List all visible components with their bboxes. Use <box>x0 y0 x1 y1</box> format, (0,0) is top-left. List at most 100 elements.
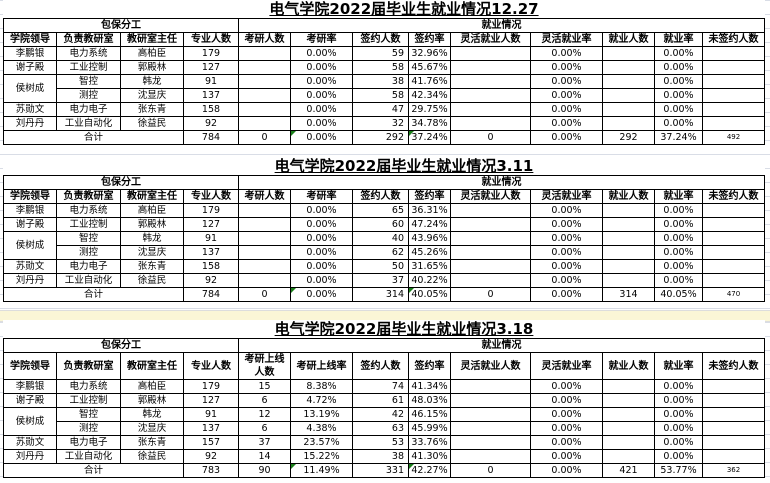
total-value[interactable]: 0.00% <box>530 130 603 145</box>
cell-value[interactable]: 37 <box>238 435 291 450</box>
cell-value[interactable] <box>702 116 765 131</box>
cell-value[interactable]: 127 <box>183 60 239 75</box>
cell-value[interactable]: 0.00% <box>290 46 353 61</box>
cell-leader[interactable]: 苏勋文 <box>3 435 57 450</box>
column-header[interactable]: 签约率 <box>408 32 451 47</box>
cell-value[interactable] <box>450 46 531 61</box>
cell-value[interactable]: 0.00% <box>290 217 353 232</box>
cell-value[interactable]: 0.00% <box>654 435 703 450</box>
cell-value[interactable] <box>602 273 655 288</box>
column-header[interactable]: 学院领导 <box>3 32 57 47</box>
cell-director[interactable]: 沈显庆 <box>120 245 184 260</box>
cell-value[interactable]: 0.00% <box>290 203 353 218</box>
cell-value[interactable] <box>450 74 531 89</box>
total-value[interactable]: 314 <box>602 287 655 302</box>
cell-value[interactable]: 32.96% <box>408 46 451 61</box>
cell-value[interactable]: 0.00% <box>530 449 603 464</box>
cell-value[interactable] <box>450 231 531 246</box>
cell-value[interactable]: 0.00% <box>290 74 353 89</box>
cell-value[interactable]: 0.00% <box>290 231 353 246</box>
cell-value[interactable]: 45.26% <box>408 245 451 260</box>
cell-office[interactable]: 电力电子 <box>56 435 121 450</box>
total-value[interactable]: 0.00% <box>290 287 353 302</box>
cell-leader[interactable]: 谢子殿 <box>3 393 57 408</box>
cell-value[interactable]: 137 <box>183 421 239 436</box>
cell-director[interactable]: 韩龙 <box>120 407 184 422</box>
column-header[interactable]: 教研室主任 <box>120 352 184 380</box>
total-value[interactable]: 0 <box>450 463 531 478</box>
cell-value[interactable]: 42 <box>352 407 409 422</box>
cell-value[interactable]: 179 <box>183 379 239 394</box>
cell-value[interactable] <box>602 102 655 117</box>
cell-office[interactable]: 智控 <box>56 74 121 89</box>
cell-value[interactable] <box>238 46 291 61</box>
cell-value[interactable]: 42.34% <box>408 88 451 103</box>
cell-value[interactable]: 63 <box>352 421 409 436</box>
cell-value[interactable] <box>702 273 765 288</box>
total-value[interactable]: 40.05% <box>654 287 703 302</box>
total-value[interactable]: 0.00% <box>530 287 603 302</box>
cell-value[interactable]: 0.00% <box>290 273 353 288</box>
cell-value[interactable]: 0.00% <box>530 60 603 75</box>
cell-value[interactable] <box>602 46 655 61</box>
total-label[interactable]: 合计 <box>3 463 184 478</box>
cell-director[interactable]: 高柏臣 <box>120 46 184 61</box>
cell-value[interactable]: 0.00% <box>530 245 603 260</box>
cell-value[interactable] <box>602 435 655 450</box>
total-value[interactable]: 0 <box>450 287 531 302</box>
cell-office[interactable]: 测控 <box>56 421 121 436</box>
total-value[interactable]: 40.05% <box>408 287 451 302</box>
cell-value[interactable]: 0.00% <box>530 102 603 117</box>
cell-value[interactable]: 0.00% <box>654 379 703 394</box>
cell-value[interactable]: 47.24% <box>408 217 451 232</box>
cell-value[interactable]: 13.19% <box>290 407 353 422</box>
column-header[interactable]: 考研人数 <box>238 189 291 204</box>
cell-value[interactable]: 0.00% <box>654 449 703 464</box>
cell-value[interactable] <box>450 217 531 232</box>
cell-leader[interactable]: 侯树成 <box>3 74 57 103</box>
cell-value[interactable] <box>702 46 765 61</box>
cell-value[interactable]: 0.00% <box>290 259 353 274</box>
cell-value[interactable] <box>450 203 531 218</box>
cell-value[interactable] <box>702 74 765 89</box>
cell-value[interactable]: 6 <box>238 421 291 436</box>
cell-value[interactable]: 127 <box>183 393 239 408</box>
cell-value[interactable]: 179 <box>183 203 239 218</box>
cell-value[interactable]: 92 <box>183 116 239 131</box>
cell-value[interactable]: 0.00% <box>530 203 603 218</box>
cell-value[interactable]: 91 <box>183 74 239 89</box>
cell-value[interactable]: 0.00% <box>654 259 703 274</box>
cell-leader[interactable]: 李鹏银 <box>3 379 57 394</box>
cell-value[interactable] <box>602 259 655 274</box>
cell-value[interactable] <box>238 245 291 260</box>
cell-value[interactable]: 33.76% <box>408 435 451 450</box>
cell-value[interactable] <box>702 60 765 75</box>
total-value[interactable]: 470 <box>702 287 765 302</box>
cell-value[interactable]: 60 <box>352 217 409 232</box>
total-value[interactable]: 0.00% <box>530 463 603 478</box>
column-header[interactable]: 灵活就业率 <box>530 352 603 380</box>
group-header-employment[interactable]: 就业情况 <box>238 338 765 353</box>
column-header[interactable]: 就业率 <box>654 32 703 47</box>
cell-value[interactable]: 62 <box>352 245 409 260</box>
cell-value[interactable] <box>702 245 765 260</box>
column-header[interactable]: 学院领导 <box>3 352 57 380</box>
cell-value[interactable] <box>450 102 531 117</box>
column-header[interactable]: 签约率 <box>408 189 451 204</box>
cell-value[interactable]: 0.00% <box>530 88 603 103</box>
cell-value[interactable]: 4.72% <box>290 393 353 408</box>
cell-value[interactable]: 53 <box>352 435 409 450</box>
cell-value[interactable]: 0.00% <box>530 421 603 436</box>
cell-value[interactable]: 0.00% <box>530 435 603 450</box>
cell-director[interactable]: 徐益民 <box>120 273 184 288</box>
cell-value[interactable]: 0.00% <box>654 60 703 75</box>
total-value[interactable]: 11.49% <box>290 463 353 478</box>
cell-value[interactable]: 91 <box>183 407 239 422</box>
cell-value[interactable]: 91 <box>183 231 239 246</box>
total-value[interactable]: 292 <box>352 130 409 145</box>
cell-office[interactable]: 工业自动化 <box>56 273 121 288</box>
cell-director[interactable]: 沈显庆 <box>120 421 184 436</box>
cell-director[interactable]: 沈显庆 <box>120 88 184 103</box>
cell-value[interactable]: 47 <box>352 102 409 117</box>
column-header[interactable]: 就业人数 <box>602 32 655 47</box>
